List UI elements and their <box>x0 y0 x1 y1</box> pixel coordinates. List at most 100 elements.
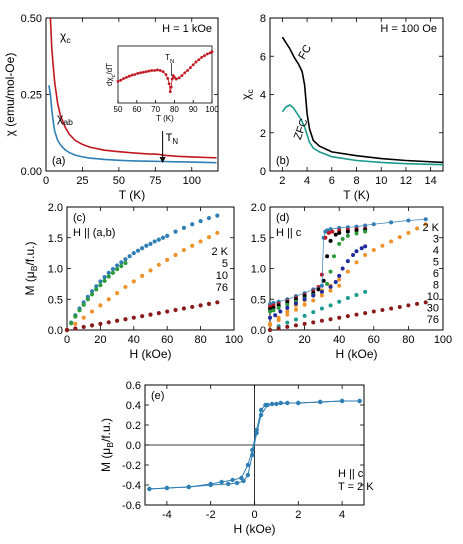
y-tick-label: 2.0 <box>251 202 266 214</box>
data-point-6 <box>397 235 402 240</box>
data-point-decreasing <box>234 480 240 486</box>
data-point-6 <box>423 222 428 227</box>
data-point-76 <box>140 314 145 319</box>
data-point-10 <box>81 315 86 320</box>
series-line-decreasing <box>149 400 360 490</box>
y-tick-label: 2.0 <box>48 202 63 214</box>
inset-data-point <box>191 63 195 67</box>
data-point-10 <box>115 291 120 296</box>
data-point-4 <box>328 238 333 243</box>
series-line-FC <box>281 36 444 164</box>
data-point-30 <box>311 310 316 315</box>
legend-entry: 2 K <box>211 246 228 258</box>
data-point-76 <box>81 324 86 330</box>
panel-label: (a) <box>52 155 65 167</box>
data-point-30 <box>363 289 368 294</box>
x-tick-label: 0 <box>251 509 257 521</box>
x-tick-label: 50 <box>113 175 125 187</box>
inset-data-point <box>161 70 165 74</box>
data-point-8 <box>359 246 364 251</box>
y-tick-label: 0.5 <box>48 294 63 306</box>
data-point-8 <box>328 284 333 289</box>
data-point-8 <box>333 280 338 285</box>
data-point-8 <box>363 244 368 249</box>
data-point-decreasing <box>241 478 246 484</box>
data-point-2K <box>152 239 157 244</box>
data-point-5 <box>354 231 359 236</box>
data-point-5 <box>276 305 281 310</box>
data-point-5 <box>85 297 90 302</box>
series-line-χab <box>48 85 217 164</box>
x-tick-label: 20 <box>298 334 310 346</box>
y-axis-label: χc <box>239 89 255 100</box>
data-point-10 <box>165 257 170 262</box>
inset-tn-label: TN <box>165 53 174 65</box>
panel-label: (c) <box>73 212 86 224</box>
inset-x-axis-label: T (K) <box>156 114 174 123</box>
y-tick-label: 6 <box>260 51 266 63</box>
y-axis-label: χ (emu/mol-Oe) <box>3 53 17 137</box>
data-point-8 <box>302 297 307 302</box>
data-point-5 <box>81 302 86 307</box>
data-point-76 <box>311 320 316 325</box>
data-point-10 <box>311 298 316 303</box>
data-point-increasing <box>230 477 235 483</box>
legend-entry: 10 <box>216 270 228 282</box>
data-point-decreasing <box>318 399 323 405</box>
data-point-increasing <box>258 407 264 413</box>
series-label-chi-ab: χab <box>57 111 73 127</box>
data-point-10 <box>206 235 212 240</box>
data-point-5 <box>110 270 116 275</box>
legend-entry: 3 <box>433 234 439 246</box>
panel-e: -4 -2 0 2 4 -0.6 -0.4 -0.2 0.0 0.2 0.4 0.6 (e) H || c… <box>99 380 374 536</box>
series-line-ZFC <box>281 104 444 166</box>
panel-label: (e) <box>151 390 164 402</box>
data-point-76 <box>73 326 78 331</box>
x-tick-label: 40 <box>333 334 345 346</box>
x-tick-label: 80 <box>402 334 414 346</box>
data-point-5 <box>119 263 124 269</box>
data-point-3 <box>330 229 335 234</box>
data-point-6 <box>345 269 350 274</box>
y-tick-label: 2 <box>260 128 266 140</box>
data-point-30 <box>354 292 359 297</box>
data-point-76 <box>131 315 136 320</box>
inset-data-point <box>122 77 126 80</box>
inset-data-point <box>174 77 178 81</box>
inset-data-point <box>170 77 174 81</box>
data-point-8 <box>337 273 342 278</box>
data-point-5 <box>285 302 290 307</box>
x-axis-label: H (kOe) <box>130 347 172 361</box>
data-point-76 <box>371 309 376 314</box>
data-point-decreasing <box>164 485 170 491</box>
series-label-chi-c: χc <box>60 29 71 45</box>
data-point-decreasing <box>250 452 255 458</box>
inset-data-point <box>119 78 123 82</box>
data-point-10 <box>89 309 95 314</box>
x-tick-label: 100 <box>434 334 452 346</box>
data-point-8 <box>278 309 283 314</box>
data-point-76 <box>268 328 272 332</box>
data-point-2K <box>181 225 186 231</box>
data-point-76 <box>285 324 290 329</box>
data-point-2K <box>110 267 116 272</box>
y-tick-label: -0.4 <box>122 480 141 492</box>
inset-data-point <box>188 66 192 70</box>
inset-data-point <box>168 90 172 93</box>
x-tick-label: 0 <box>43 175 49 187</box>
inset-data-point <box>194 60 198 64</box>
inset-data-point <box>200 56 204 59</box>
legend-entry: 5 <box>222 258 228 270</box>
y-tick-label: 8 <box>260 13 266 25</box>
data-point-6 <box>354 260 359 265</box>
data-point-30 <box>337 299 342 304</box>
data-point-5 <box>73 314 78 319</box>
data-point-10 <box>293 307 298 312</box>
data-point-76 <box>106 320 111 325</box>
data-point-increasing <box>245 462 251 468</box>
x-tick-label: 2 <box>295 509 301 521</box>
data-point-5 <box>328 269 333 274</box>
data-point-30 <box>302 313 307 318</box>
y-tick-label: 0.0 <box>126 440 141 452</box>
data-point-10 <box>276 318 281 323</box>
